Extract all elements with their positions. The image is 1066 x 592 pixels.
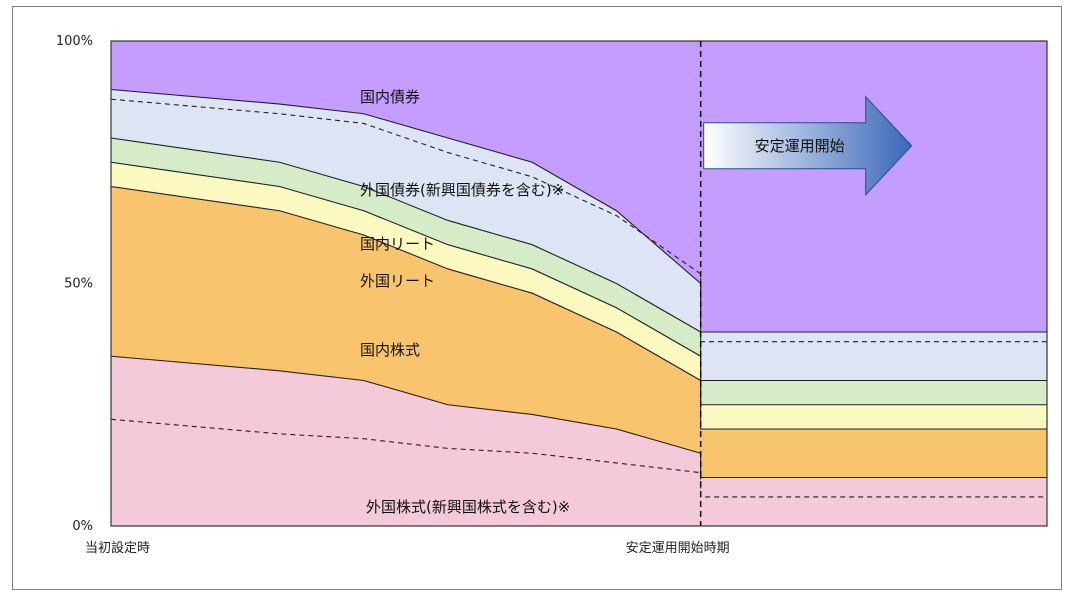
- area-series-3: [111, 138, 1047, 405]
- series-label-1: 国内株式: [360, 341, 420, 359]
- series-label-0: 外国株式(新興国株式を含む)※: [366, 498, 570, 516]
- boundary-line-2: [110, 161, 1047, 406]
- series-label-2: 外国リート: [360, 272, 435, 290]
- x-tick-label: 安定運用開始時期: [626, 541, 730, 556]
- area-series-0: [111, 356, 1047, 526]
- chart-frame: [12, 6, 1062, 590]
- x-tick-label: 当初設定時: [85, 540, 150, 556]
- y-tick-label: 50%: [64, 277, 93, 292]
- plot-area-border: [110, 40, 1048, 527]
- y-tick-label: 0%: [72, 519, 93, 534]
- series-labels: 外国株式(新興国株式を含む)※ 国内株式 外国リート 国内リート 外国債券(新興国債券を…: [360, 88, 570, 516]
- area-series-group: [111, 41, 1047, 526]
- stable-operation-label: 安定運用開始: [755, 137, 845, 155]
- area-series-5: [111, 41, 1047, 332]
- y-axis-ticks: 0% 50% 100%: [56, 34, 93, 534]
- series-label-4: 外国債券(新興国債券を含む)※: [360, 181, 564, 199]
- series-label-5: 国内債券: [360, 88, 420, 106]
- area-series-1: [111, 186, 1047, 478]
- arrow-shape: [703, 95, 913, 197]
- area-series-4: [111, 89, 1047, 381]
- x-axis-ticks: 当初設定時 安定運用開始時期: [85, 540, 730, 556]
- stable-operation-arrow: 安定運用開始: [703, 95, 913, 197]
- series-label-3: 国内リート: [360, 235, 435, 253]
- boundary-line-0: [110, 355, 1047, 479]
- area-series-2: [111, 162, 1047, 429]
- y-tick-label: 100%: [56, 34, 93, 49]
